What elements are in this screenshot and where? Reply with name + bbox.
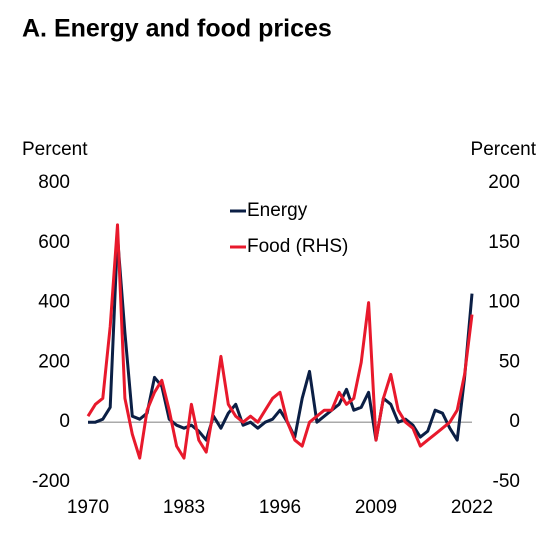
y-tick-label: 200 bbox=[38, 351, 70, 372]
y-tick-label: 600 bbox=[38, 232, 70, 253]
legend-label: Food (RHS) bbox=[247, 236, 348, 257]
y-tick-label: 400 bbox=[38, 292, 70, 313]
legend-label: Energy bbox=[247, 200, 308, 221]
x-tick-label: 2009 bbox=[355, 497, 397, 518]
chart-title: A. Energy and food prices bbox=[22, 15, 332, 43]
y-tick-label: 800 bbox=[38, 172, 70, 193]
x-tick-label: 1996 bbox=[259, 497, 301, 518]
x-tick-label: 1970 bbox=[67, 497, 109, 518]
y-axis-title: Percent bbox=[22, 139, 88, 160]
x-tick-label: 2022 bbox=[451, 497, 493, 518]
y2-tick-label: 150 bbox=[488, 232, 520, 253]
y2-tick-label: 50 bbox=[499, 351, 520, 372]
series-line bbox=[86, 223, 474, 460]
y2-tick-label: -50 bbox=[493, 471, 520, 492]
y2-tick-label: 0 bbox=[509, 411, 520, 432]
y-tick-label: 0 bbox=[59, 411, 70, 432]
y2-axis-title: Percent bbox=[471, 139, 537, 160]
y2-tick-label: 100 bbox=[488, 292, 520, 313]
x-tick-label: 1983 bbox=[163, 497, 205, 518]
series-line bbox=[88, 235, 474, 442]
y-tick-label: -200 bbox=[32, 471, 70, 492]
y2-tick-label: 200 bbox=[488, 172, 520, 193]
